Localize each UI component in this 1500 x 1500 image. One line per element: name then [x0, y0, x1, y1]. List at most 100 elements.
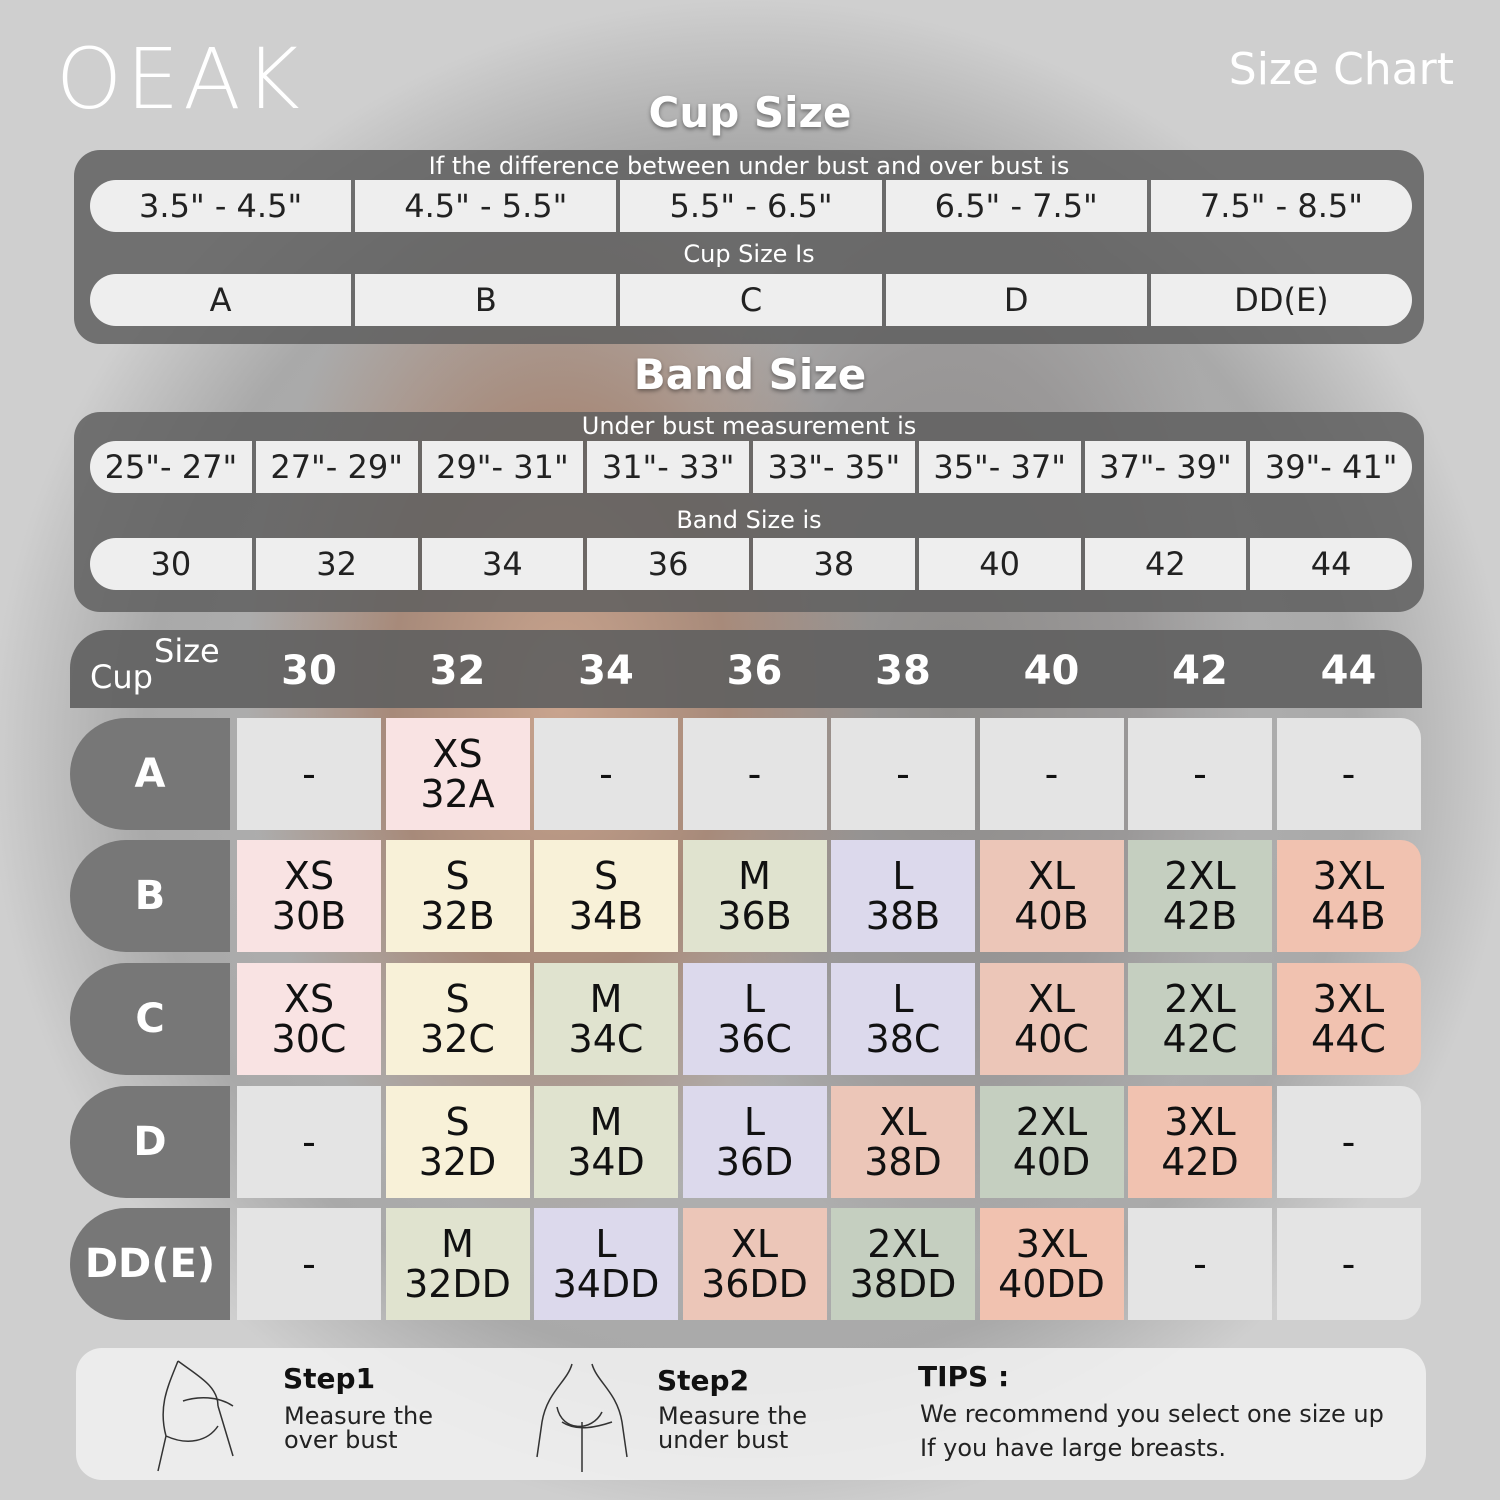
size-code: 36C	[717, 1017, 792, 1061]
size-code: 36B	[717, 894, 792, 938]
size-cell: M 32DD	[385, 1208, 530, 1320]
size-letter: -	[302, 1242, 316, 1286]
step2-title: Step2	[657, 1364, 750, 1397]
size-code: 32D	[418, 1140, 497, 1184]
size-letter: 3XL	[1312, 854, 1385, 898]
band-cell: 30	[90, 538, 252, 590]
size-cell: -	[831, 718, 975, 830]
size-cell: L 36C	[682, 963, 827, 1075]
column-header: 30	[281, 648, 337, 694]
size-code: 32A	[420, 772, 495, 816]
step2-desc-line1: Measure the	[658, 1402, 808, 1430]
size-letter: -	[747, 752, 762, 796]
size-code: 36DD	[701, 1262, 808, 1306]
size-letter: 3XL	[1312, 977, 1385, 1021]
column-header: 38	[875, 648, 931, 694]
size-cell: S 34B	[534, 840, 678, 952]
size-letter: 2XL	[1164, 977, 1236, 1021]
band-range-cell: 35"- 37"	[918, 441, 1081, 493]
size-code: 38B	[865, 894, 941, 938]
size-code: 40DD	[998, 1262, 1105, 1306]
cup-cell: D	[885, 274, 1147, 326]
size-code: 38DD	[849, 1262, 957, 1306]
size-letter: S	[445, 977, 470, 1021]
size-code: 44C	[1311, 1017, 1386, 1061]
band-cell: 42	[1084, 538, 1247, 590]
size-cell: -	[237, 718, 381, 830]
size-code: 40D	[1012, 1140, 1091, 1184]
size-letter: M	[589, 977, 623, 1021]
size-code: 32B	[420, 894, 495, 938]
band-range-cell: 33"- 35"	[753, 441, 915, 493]
size-cell: S 32B	[385, 840, 530, 952]
size-cell: XS 30B	[237, 840, 381, 952]
size-letter: -	[599, 752, 613, 796]
row-label-cup: DD(E)	[70, 1208, 230, 1320]
size-code: 34D	[567, 1140, 645, 1184]
tips-title: TIPS :	[918, 1360, 1010, 1393]
cup-cell: A	[90, 274, 352, 326]
size-letter: L	[892, 977, 914, 1021]
cup-size-caption: Cup Size Is	[683, 240, 815, 268]
size-letter: -	[896, 752, 910, 796]
difference-cell: 7.5" - 8.5"	[1150, 180, 1413, 232]
size-cell: -	[237, 1086, 381, 1198]
column-header: 32	[429, 648, 486, 694]
size-cell: -	[237, 1208, 381, 1320]
difference-cell: 5.5" - 6.5"	[620, 180, 882, 232]
page-title: Size Chart	[1228, 44, 1454, 95]
band-range-cell: 29"- 31"	[421, 441, 584, 493]
corner-cup-label: Cup	[90, 658, 153, 696]
size-code: 40C	[1014, 1017, 1089, 1061]
size-code: 42C	[1162, 1017, 1238, 1061]
row-label-cup: A	[70, 718, 230, 830]
size-cell: -	[979, 718, 1124, 830]
size-code: 42B	[1162, 894, 1238, 938]
size-letter: -	[1341, 1242, 1356, 1286]
size-letter: 2XL	[1015, 1100, 1088, 1144]
tips-line2: If you have large breasts.	[920, 1434, 1226, 1462]
size-cell: 2XL 40D	[979, 1086, 1124, 1198]
band-range-cell: 39"- 41"	[1250, 441, 1412, 493]
brand-logo: OEAK	[56, 30, 304, 128]
cup-difference-caption: If the difference between under bust and…	[428, 152, 1070, 180]
row-label-cup: B	[70, 840, 230, 952]
corner-size-label: Size	[154, 632, 220, 670]
size-grid-header: Size Cup 30 32 34 36 38 40 42 44	[70, 630, 1422, 708]
size-letter: S	[593, 854, 619, 898]
size-letter: 2XL	[1164, 854, 1236, 898]
cup-cell: B	[355, 274, 617, 326]
size-cell: -	[1276, 1208, 1421, 1320]
size-code: 38C	[865, 1017, 941, 1061]
size-letter: -	[1341, 1120, 1356, 1164]
size-cell: L 38C	[831, 963, 975, 1075]
band-size-panel: Under bust measurement is 25"- 27" 27"- 2…	[74, 412, 1424, 612]
size-code: 34DD	[552, 1262, 660, 1306]
cup-cell: DD(E)	[1150, 274, 1413, 326]
size-code: 36D	[715, 1140, 794, 1184]
size-cell: 2XL 38DD	[831, 1208, 975, 1320]
size-code: 30C	[271, 1017, 347, 1061]
size-letter: XL	[730, 1222, 779, 1266]
size-letter: S	[445, 854, 470, 898]
size-cell: XL 38D	[831, 1086, 975, 1198]
size-code: 44B	[1311, 894, 1386, 938]
size-letter: XL	[1027, 854, 1076, 898]
under-bust-figure-icon	[536, 1363, 628, 1472]
size-letter: -	[302, 752, 316, 796]
tips-line1: We recommend you select one size up	[920, 1400, 1384, 1428]
band-cell: 38	[753, 538, 915, 590]
band-size-caption: Band Size is	[676, 506, 822, 534]
size-cell: L 38B	[831, 840, 975, 952]
size-cell: 3XL 42D	[1128, 1086, 1272, 1198]
band-cell: 44	[1250, 538, 1412, 590]
step1-desc-line1: Measure the	[284, 1402, 434, 1430]
size-code: 34C	[568, 1017, 644, 1061]
cup-row: A B C D DD(E)	[90, 274, 1413, 326]
size-letter: XS	[283, 977, 335, 1021]
size-letter: M	[441, 1222, 474, 1266]
size-letter: -	[302, 1120, 316, 1164]
size-cell: 3XL 44C	[1276, 963, 1421, 1075]
column-header: 42	[1172, 648, 1228, 694]
size-cell: -	[682, 718, 827, 830]
